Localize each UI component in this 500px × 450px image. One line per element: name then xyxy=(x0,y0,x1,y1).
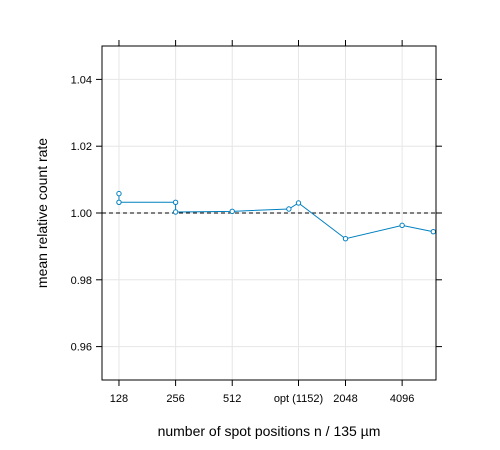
data-point xyxy=(399,222,405,229)
x-tick-label: 4096 xyxy=(390,393,414,405)
x-axis-title: number of spot positions n / 135 µm xyxy=(158,423,381,439)
y-tick-label: 0.96 xyxy=(71,342,92,354)
ticks xyxy=(96,40,442,386)
data-point xyxy=(229,208,235,215)
x-tick-label: 512 xyxy=(223,393,241,405)
series-line xyxy=(118,193,434,240)
data-point xyxy=(430,229,437,235)
x-tick-label: 2048 xyxy=(333,393,357,405)
data-point xyxy=(116,199,122,206)
y-tick-label: 1.02 xyxy=(71,141,92,153)
y-tick-label: 1.00 xyxy=(71,208,92,220)
y-tick-labels: 0.96 0.98 1.00 1.02 1.04 xyxy=(71,74,92,353)
data-point xyxy=(116,190,122,197)
data-point xyxy=(295,200,302,206)
data-point xyxy=(172,199,179,206)
x-tick-labels: 128 256 512 opt (1152) 2048 4096 xyxy=(110,393,415,405)
y-tick-label: 1.04 xyxy=(71,74,92,86)
data-point xyxy=(172,209,179,215)
x-tick-label: opt (1152) xyxy=(274,393,323,405)
data-point xyxy=(342,236,349,242)
y-axis-title: mean relative count rate xyxy=(34,138,50,288)
y-tick-label: 0.98 xyxy=(71,275,92,287)
series-group xyxy=(116,190,437,242)
x-tick-label: 256 xyxy=(166,393,184,405)
x-tick-label: 128 xyxy=(110,393,128,405)
grid xyxy=(102,46,436,380)
data-point xyxy=(286,206,292,212)
